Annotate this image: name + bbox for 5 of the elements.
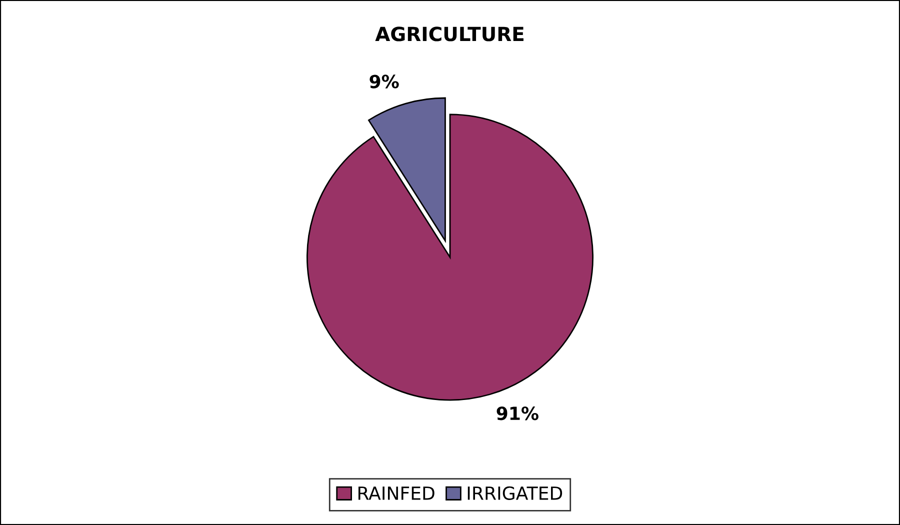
legend-label: RAINFED xyxy=(358,486,434,500)
legend-label: IRRIGATED xyxy=(468,486,562,500)
chart-title: AGRICULTURE xyxy=(375,26,524,42)
data-label: 9% xyxy=(370,74,399,88)
data-label: 91% xyxy=(496,406,538,420)
